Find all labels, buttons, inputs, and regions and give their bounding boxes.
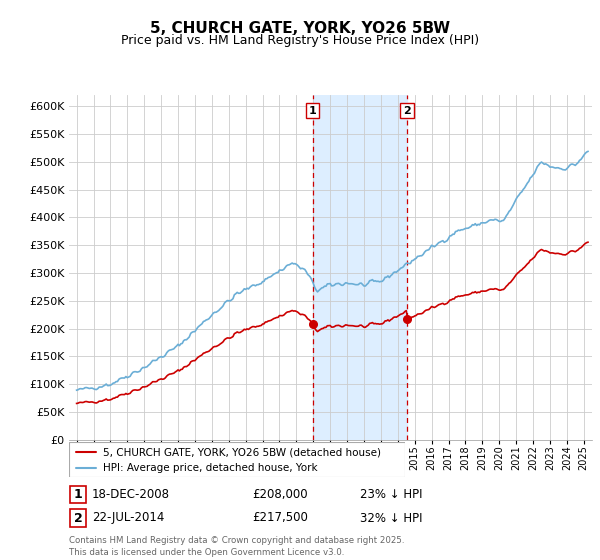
Text: 2: 2 bbox=[74, 511, 82, 525]
Text: 18-DEC-2008: 18-DEC-2008 bbox=[92, 488, 170, 501]
Text: HPI: Average price, detached house, York: HPI: Average price, detached house, York bbox=[103, 464, 317, 473]
Bar bbox=[313, 95, 407, 440]
Text: 1: 1 bbox=[308, 106, 316, 116]
Text: 32% ↓ HPI: 32% ↓ HPI bbox=[360, 511, 422, 525]
Text: 5, CHURCH GATE, YORK, YO26 5BW (detached house): 5, CHURCH GATE, YORK, YO26 5BW (detached… bbox=[103, 447, 380, 457]
Text: Price paid vs. HM Land Registry's House Price Index (HPI): Price paid vs. HM Land Registry's House … bbox=[121, 34, 479, 47]
Text: 22-JUL-2014: 22-JUL-2014 bbox=[92, 511, 164, 525]
Text: 23% ↓ HPI: 23% ↓ HPI bbox=[360, 488, 422, 501]
Text: Contains HM Land Registry data © Crown copyright and database right 2025.
This d: Contains HM Land Registry data © Crown c… bbox=[69, 536, 404, 557]
Text: 1: 1 bbox=[74, 488, 82, 501]
Text: £217,500: £217,500 bbox=[252, 511, 308, 525]
Text: £208,000: £208,000 bbox=[252, 488, 308, 501]
Text: 5, CHURCH GATE, YORK, YO26 5BW: 5, CHURCH GATE, YORK, YO26 5BW bbox=[150, 21, 450, 36]
Text: 2: 2 bbox=[403, 106, 411, 116]
